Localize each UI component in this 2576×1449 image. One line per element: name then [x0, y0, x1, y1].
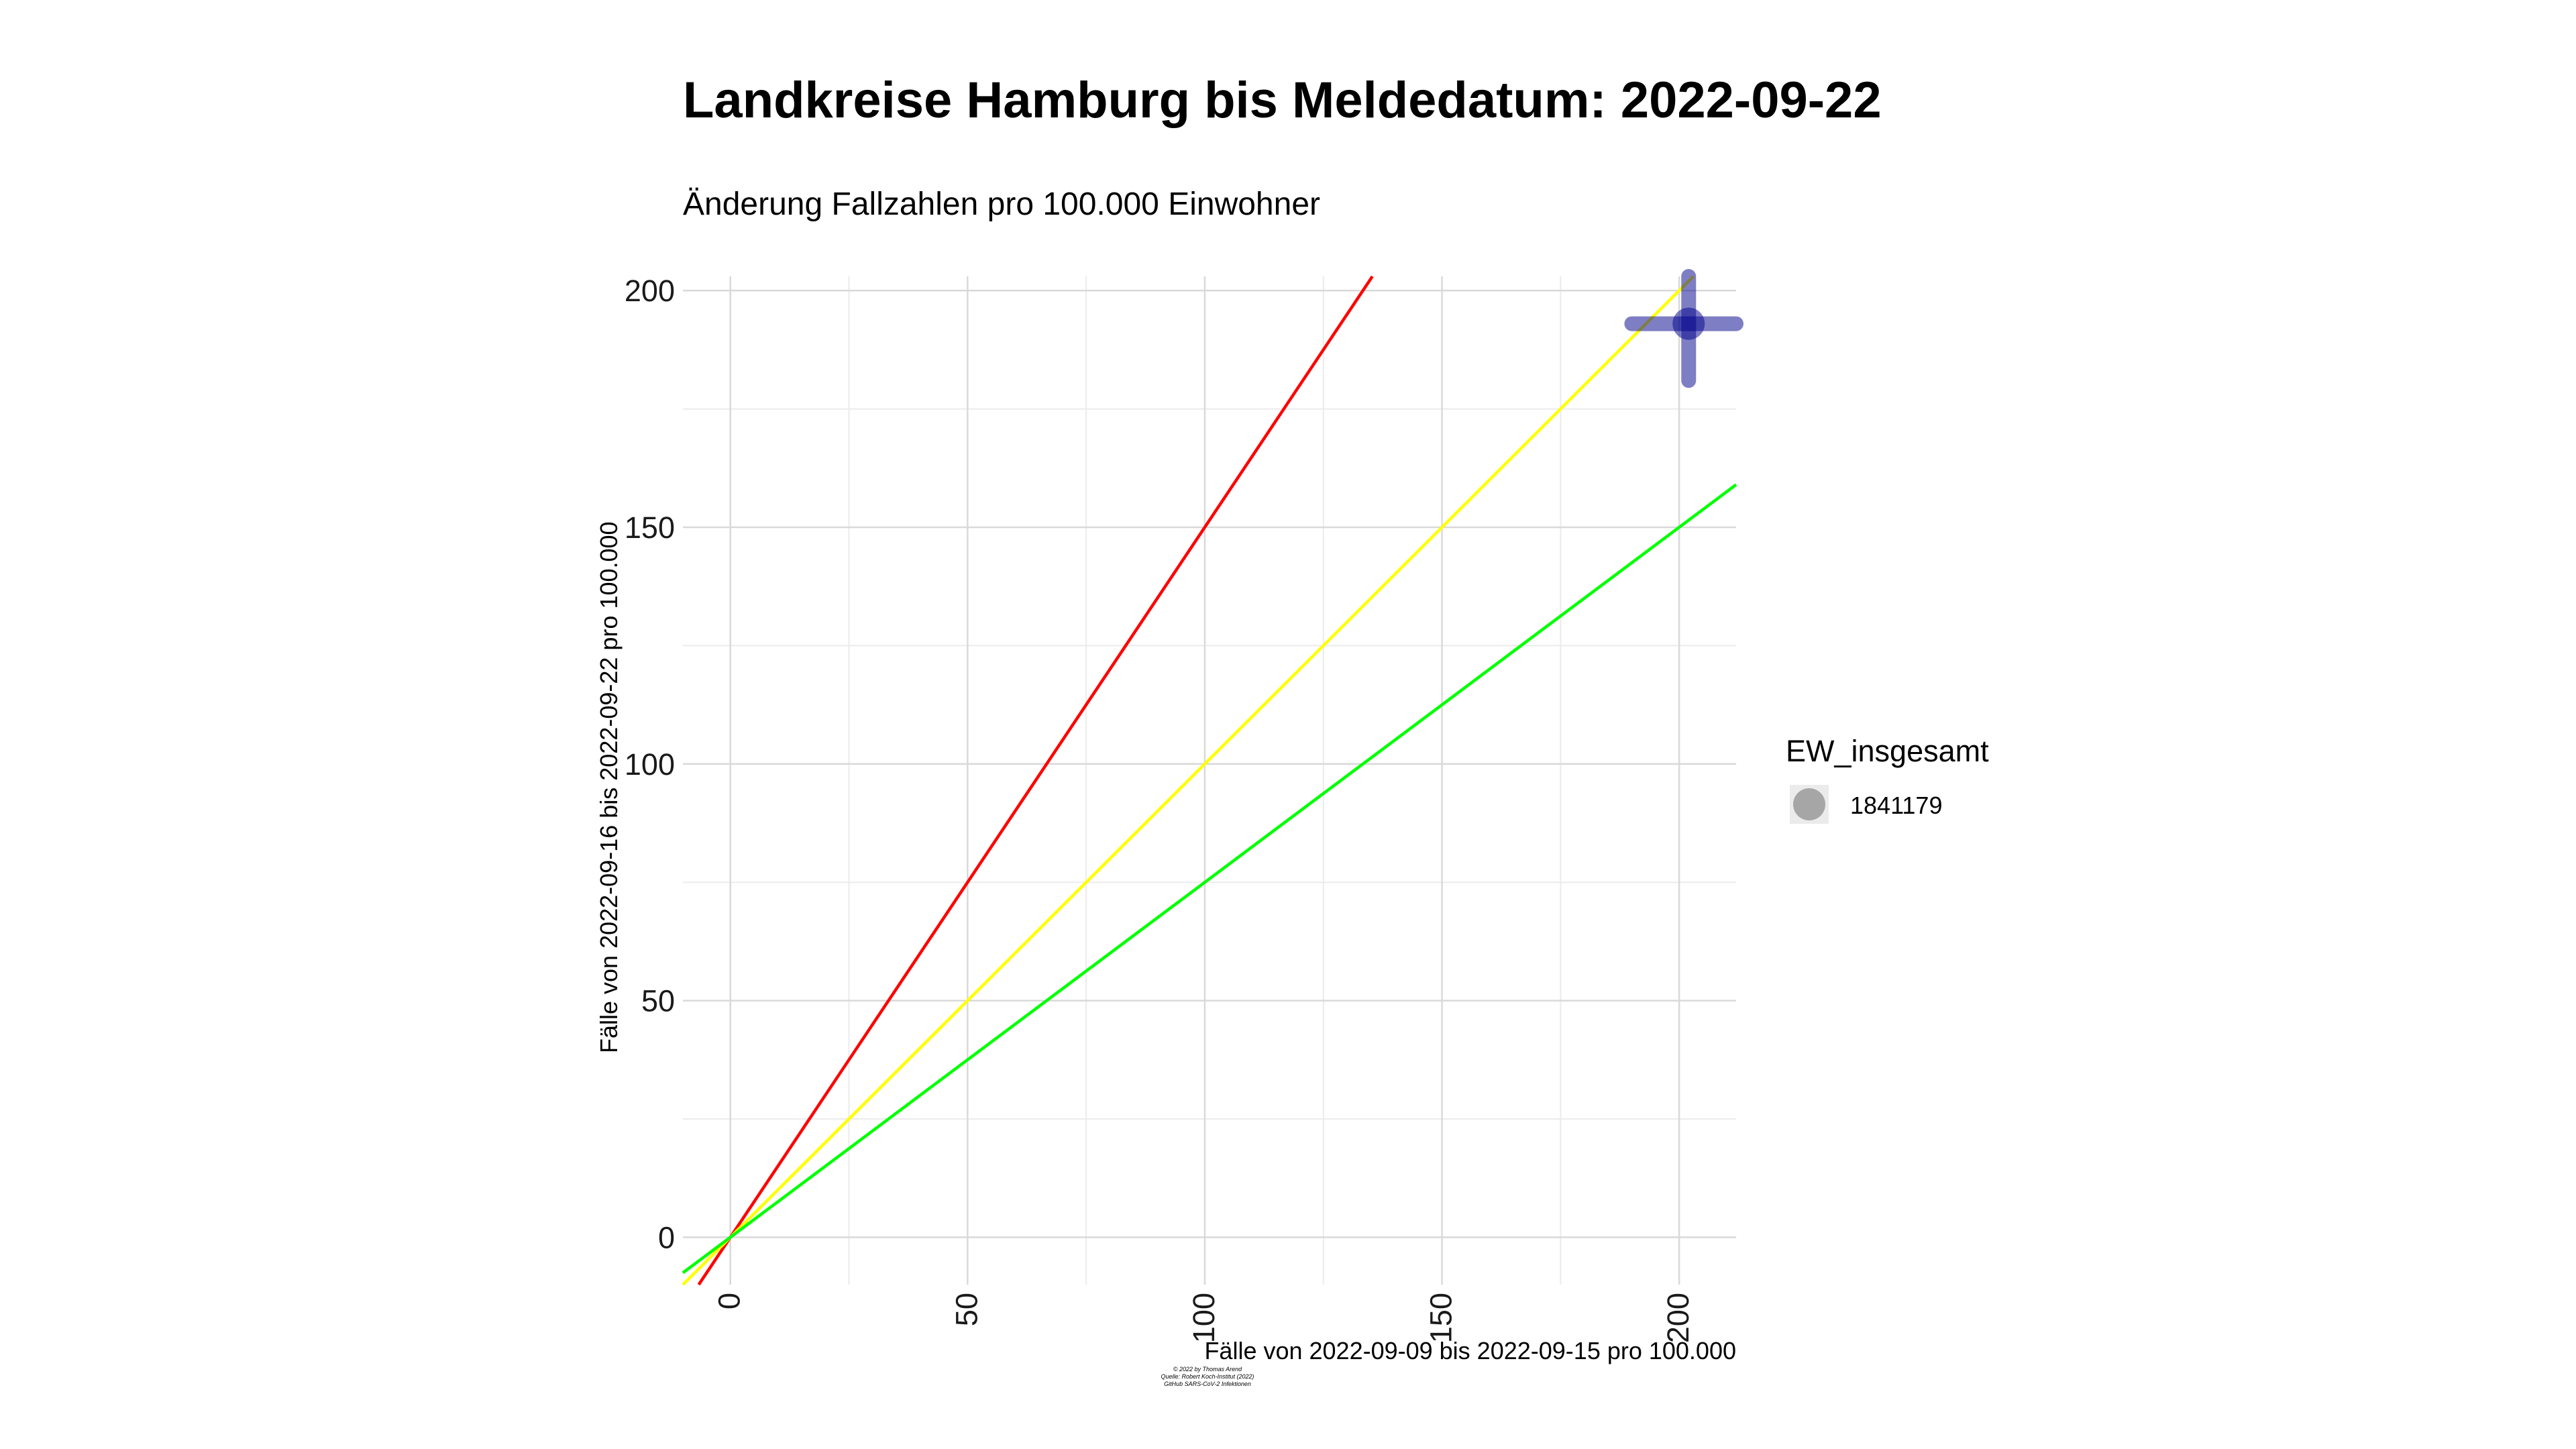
data-point: [1672, 307, 1705, 340]
chart-subtitle: Änderung Fallzahlen pro 100.000 Einwohne…: [683, 186, 1320, 222]
caption-line: Quelle: Robert Koch-Institut (2022): [1161, 1373, 1254, 1380]
chart-title: Landkreise Hamburg bis Meldedatum: 2022-…: [683, 72, 1882, 129]
legend: EW_insgesamt 1841179: [1786, 734, 1989, 824]
data-points: [1624, 269, 1743, 388]
y-tick-label: 200: [625, 274, 675, 308]
x-tick-label: 100: [1187, 1293, 1221, 1343]
x-axis-title: Fälle von 2022-09-09 bis 2022-09-15 pro …: [1204, 1337, 1736, 1364]
caption-line: © 2022 by Thomas Arend: [1173, 1366, 1242, 1373]
legend-label: 1841179: [1850, 792, 1942, 819]
y-tick-label: 150: [625, 511, 675, 545]
tick-labels: 0 50 100 150 200 0 50 100 150 200: [625, 274, 1695, 1343]
caption-line: GitHub SARS-CoV-2 Infektionen: [1164, 1381, 1251, 1387]
x-tick-label: 0: [712, 1293, 747, 1309]
reference-line: [682, 275, 1695, 1286]
legend-title: EW_insgesamt: [1786, 734, 1989, 768]
grid-lines: [683, 276, 1736, 1285]
y-tick-label: 50: [641, 984, 675, 1018]
x-tick-label: 150: [1424, 1293, 1458, 1343]
y-axis-title: Fälle von 2022-09-16 bis 2022-09-22 pro …: [595, 521, 623, 1053]
y-tick-label: 0: [658, 1220, 675, 1254]
x-tick-label: 200: [1661, 1293, 1695, 1343]
reference-line: [697, 275, 1374, 1286]
reference-lines: [682, 275, 1737, 1286]
reference-line: [682, 483, 1737, 1275]
y-tick-label: 100: [625, 747, 675, 782]
x-tick-label: 50: [949, 1293, 983, 1326]
legend-key-point: [1793, 788, 1825, 820]
